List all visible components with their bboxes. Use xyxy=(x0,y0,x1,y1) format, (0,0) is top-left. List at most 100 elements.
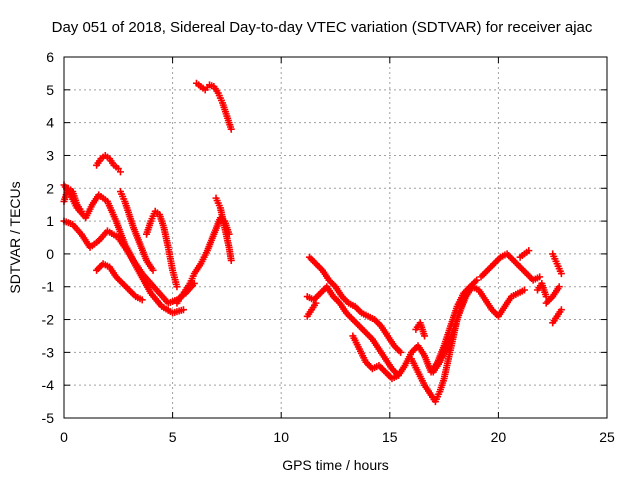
y-tick-label: 4 xyxy=(46,115,54,131)
data-point-fill xyxy=(518,265,526,273)
y-tick-label: 6 xyxy=(46,49,54,65)
y-tick-label: 5 xyxy=(46,82,54,98)
data-points xyxy=(60,79,565,406)
data-point-fill xyxy=(127,288,135,296)
data-point-fill xyxy=(545,296,553,304)
y-tick-label: -1 xyxy=(42,279,55,295)
data-point-fill xyxy=(488,261,496,269)
data-point-fill xyxy=(120,281,128,289)
data-point-fill xyxy=(354,320,362,328)
data-point-fill xyxy=(341,296,349,304)
data-point xyxy=(305,253,313,261)
data-point xyxy=(557,306,565,314)
data-point-fill xyxy=(117,278,125,286)
data-point-fill xyxy=(493,256,501,264)
series-track-16 xyxy=(412,319,429,340)
data-point-fill xyxy=(354,306,362,314)
data-point-fill xyxy=(480,270,488,278)
data-point xyxy=(316,289,324,297)
data-point-fill xyxy=(487,263,495,271)
grid-lines xyxy=(64,57,607,418)
series-track-11 xyxy=(303,276,481,379)
series-track-23 xyxy=(533,279,550,301)
data-point-fill xyxy=(94,265,102,273)
x-tick-label: 20 xyxy=(491,429,507,445)
data-point-fill xyxy=(115,276,123,284)
data-point-fill xyxy=(122,283,130,291)
data-point-fill xyxy=(524,271,532,279)
data-point xyxy=(149,266,157,274)
data-point xyxy=(516,263,524,271)
data-point-fill xyxy=(521,268,529,276)
data-point xyxy=(119,279,127,287)
data-point xyxy=(93,266,101,274)
series-track-19 xyxy=(516,247,533,261)
data-point-fill xyxy=(485,265,493,273)
data-point-fill xyxy=(482,268,490,276)
data-point xyxy=(523,270,531,278)
data-point xyxy=(510,256,518,264)
series-track-6 xyxy=(93,260,146,304)
data-point-fill xyxy=(508,255,516,263)
data-point-fill xyxy=(395,347,403,355)
data-point-fill xyxy=(357,324,365,332)
data-point-fill xyxy=(315,263,323,271)
data-point xyxy=(484,266,492,274)
data-point xyxy=(397,348,405,356)
axis-ticks: 0 5 10 15 20 25 -5 -4 -3 -2 -1 0 1 2 3 4 5 6 xyxy=(42,49,615,445)
series-track-10 xyxy=(192,79,235,133)
series-track-2 xyxy=(60,217,187,317)
data-point-fill xyxy=(359,325,367,333)
data-point xyxy=(473,276,481,284)
data-point xyxy=(179,306,187,314)
data-point-fill xyxy=(315,291,323,299)
data-point-fill xyxy=(128,289,136,297)
data-point-fill xyxy=(511,258,519,266)
data-point-fill xyxy=(479,271,487,279)
data-point xyxy=(525,247,533,255)
data-point xyxy=(542,299,550,307)
data-point xyxy=(477,273,485,281)
data-point xyxy=(312,260,320,268)
data-point xyxy=(227,125,235,133)
data-point xyxy=(116,168,124,176)
data-point xyxy=(555,283,563,291)
data-point xyxy=(536,273,544,281)
data-point xyxy=(520,286,528,294)
y-tick-label: -4 xyxy=(42,377,55,393)
x-tick-label: 25 xyxy=(599,429,615,445)
data-point-fill xyxy=(513,260,521,268)
x-tick-label: 15 xyxy=(382,429,398,445)
data-point-fill xyxy=(307,255,315,263)
series-track-7 xyxy=(143,207,181,291)
y-tick-label: -5 xyxy=(42,410,55,426)
data-point-fill xyxy=(377,363,385,371)
data-point xyxy=(394,371,402,379)
x-tick-label: 5 xyxy=(169,429,177,445)
data-point xyxy=(542,293,550,301)
x-tick-label: 10 xyxy=(273,429,289,445)
data-point xyxy=(490,260,498,268)
data-point-fill xyxy=(310,258,318,266)
data-point xyxy=(362,329,370,337)
y-tick-label: 2 xyxy=(46,180,54,196)
y-tick-label: 0 xyxy=(46,246,54,262)
data-point-fill xyxy=(347,314,355,322)
data-point xyxy=(312,299,320,307)
data-point-fill xyxy=(352,319,360,327)
data-point-fill xyxy=(124,284,132,292)
data-point xyxy=(381,368,389,376)
series-track-13 xyxy=(303,299,320,320)
series-track-21 xyxy=(542,283,563,307)
data-point xyxy=(349,316,357,324)
data-point-fill xyxy=(380,366,388,374)
series-track-4 xyxy=(93,151,124,176)
data-point-fill xyxy=(360,327,368,335)
y-tick-label: -2 xyxy=(42,312,55,328)
data-point-fill xyxy=(505,252,513,260)
data-point-fill xyxy=(346,312,354,320)
data-point-fill xyxy=(365,332,373,340)
data-point-fill xyxy=(383,370,391,378)
y-axis-label: SDTVAR / TECUs xyxy=(7,181,23,293)
